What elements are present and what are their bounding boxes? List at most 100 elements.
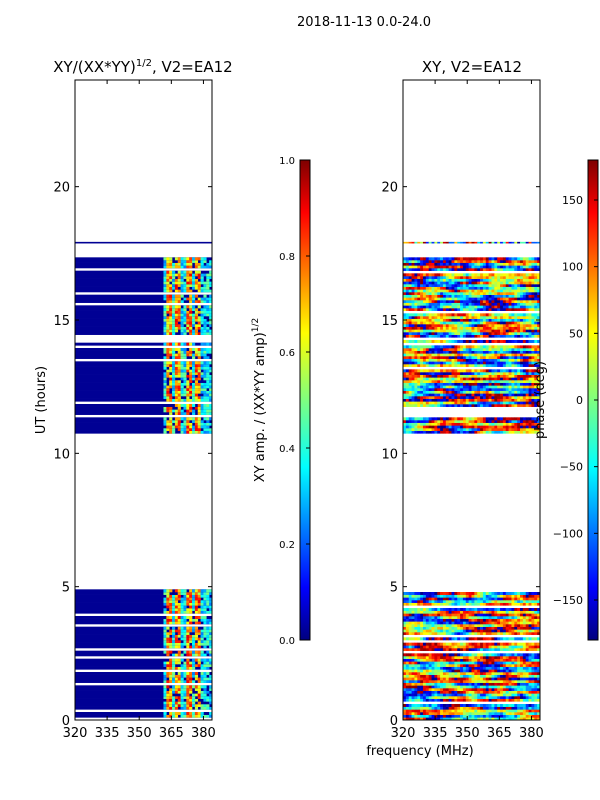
- phase-cell: [488, 608, 492, 611]
- phase-cell: [420, 420, 424, 423]
- phase-cell: [485, 430, 489, 434]
- phase-cell: [491, 613, 495, 617]
- phase-cell: [460, 417, 464, 421]
- phase-cell: [403, 669, 407, 673]
- phase-cell: [474, 685, 478, 689]
- phase-cell: [497, 592, 501, 595]
- phase-cell: [428, 717, 432, 721]
- phase-cell: [500, 626, 504, 630]
- phase-cell: [408, 621, 412, 625]
- phase-cell: [537, 428, 541, 431]
- phase-cell: [488, 420, 492, 423]
- phase-cell: [420, 642, 424, 646]
- phase-cell: [442, 677, 447, 681]
- phase-cell: [428, 610, 432, 614]
- amplitude-row-block0: [75, 600, 212, 603]
- phase-cell: [414, 677, 418, 681]
- phase-cell: [482, 672, 487, 675]
- amplitude-cell: [163, 637, 167, 641]
- amplitude-cell: [206, 592, 210, 595]
- phase-cell: [422, 693, 427, 697]
- phase-cell: [531, 653, 535, 657]
- amplitude-cell: [172, 632, 176, 635]
- amplitude-cell: [163, 382, 167, 386]
- amplitude-cell: [183, 594, 187, 598]
- amplitude-cell: [180, 276, 184, 279]
- phase-cell: [477, 677, 481, 681]
- phase-cell: [494, 629, 498, 633]
- amplitude-cell: [192, 377, 196, 381]
- phase-cell: [528, 618, 532, 622]
- phase-cell: [517, 629, 521, 633]
- amplitude-cell: [166, 297, 170, 301]
- amplitude-cell: [197, 369, 201, 373]
- phase-cell: [531, 672, 535, 675]
- phase-cell: [511, 358, 515, 362]
- phase-cell: [448, 385, 452, 389]
- amplitude-cell: [169, 672, 173, 675]
- phase-cell: [417, 404, 421, 407]
- phase-cell: [471, 425, 475, 429]
- phase-cell: [511, 610, 515, 614]
- amplitude-cell: [183, 350, 187, 354]
- amplitude-cell: [189, 629, 193, 633]
- phase-cell: [465, 608, 469, 611]
- phase-cell: [442, 632, 447, 635]
- amplitude-cell: [177, 704, 181, 707]
- phase-cell: [528, 417, 532, 421]
- amplitude-cell: [200, 286, 204, 290]
- phase-cell: [431, 685, 435, 689]
- phase-cell: [428, 661, 432, 665]
- amplitude-cell: [200, 674, 204, 678]
- amplitude-cell: [189, 666, 193, 670]
- phase-cell: [437, 632, 441, 635]
- phase-cell: [522, 688, 527, 691]
- amplitude-cell: [172, 385, 176, 389]
- phase-cell: [468, 648, 472, 651]
- phase-cell: [428, 393, 432, 397]
- amplitude-cell: [180, 404, 184, 407]
- phase-cell: [442, 428, 447, 431]
- phase-cell: [442, 653, 447, 657]
- amplitude-cell: [206, 393, 210, 397]
- phase-cell: [537, 626, 541, 630]
- phase-cell: [460, 704, 464, 707]
- phase-cell: [531, 364, 535, 367]
- amplitude-cell: [177, 425, 181, 429]
- phase-cell: [491, 425, 495, 429]
- phase-cell: [428, 372, 432, 375]
- amplitude-cell: [177, 629, 181, 633]
- phase-cell: [445, 369, 449, 373]
- phase-cell: [440, 608, 444, 611]
- phase-cell: [445, 626, 449, 630]
- phase-cell: [411, 666, 415, 670]
- phase-cell: [525, 364, 529, 367]
- phase-cell: [477, 653, 481, 657]
- phase-cell: [502, 390, 507, 394]
- phase-cell: [460, 430, 464, 434]
- phase-cell: [414, 388, 418, 391]
- phase-cell: [474, 369, 478, 373]
- phase-cell: [465, 648, 469, 651]
- amplitude-cell: [197, 658, 201, 662]
- phase-cell: [440, 685, 444, 689]
- amplitude-cell: [203, 372, 207, 375]
- phase-cell: [491, 626, 495, 630]
- phase-cell: [403, 621, 407, 625]
- phase-cell: [497, 656, 501, 659]
- phase-cell: [448, 353, 452, 357]
- phase-cell: [414, 420, 418, 423]
- phase-cell: [417, 645, 421, 649]
- phase-cell: [411, 688, 415, 691]
- phase-cell: [422, 656, 427, 659]
- amplitude-cell: [174, 420, 179, 423]
- amplitude-cell: [206, 417, 210, 421]
- phase-cell: [457, 420, 461, 423]
- phase-cell: [522, 621, 527, 625]
- phase-cell: [454, 422, 458, 426]
- phase-cell: [537, 361, 541, 365]
- phase-cell: [434, 600, 438, 603]
- phase-cell: [440, 693, 444, 697]
- phase-cell: [420, 704, 424, 707]
- amplitude-cell: [169, 430, 173, 434]
